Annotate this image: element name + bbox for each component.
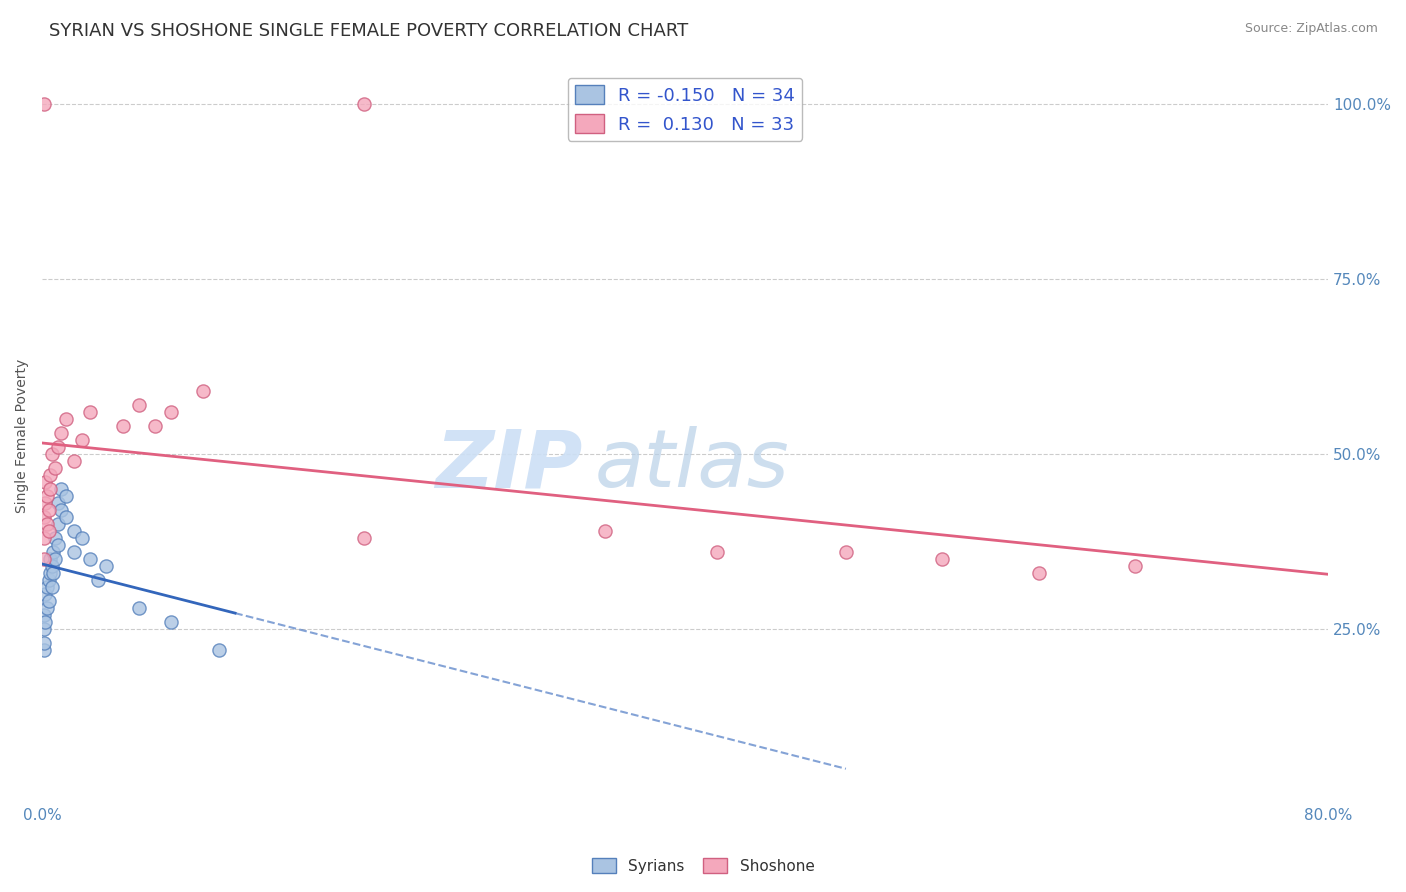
Point [111,418,134,433]
Point [41,580,63,594]
Point [1123,558,1146,573]
Point [51,425,73,440]
Point [63,524,86,538]
Text: ZIP: ZIP [434,426,582,505]
Point [32,509,55,524]
Point [79,404,101,418]
Point [143,418,166,433]
Point [128,600,150,615]
Point [79,551,101,566]
Point [1028,566,1050,580]
Point [191,384,214,398]
Y-axis label: Single Female Poverty: Single Female Poverty [15,359,30,513]
Point [593,524,616,538]
Text: SYRIAN VS SHOSHONE SINGLE FEMALE POVERTY CORRELATION CHART: SYRIAN VS SHOSHONE SINGLE FEMALE POVERTY… [49,22,689,40]
Point [39,551,62,566]
Point [208,642,231,657]
Point [46,538,69,552]
Point [39,482,62,496]
Point [32,607,55,622]
Legend: Syrians, Shoshone: Syrians, Shoshone [585,852,821,880]
Point [51,482,73,496]
Point [41,558,63,573]
Point [42,566,65,580]
Point [159,615,181,629]
Point [55,509,77,524]
Point [44,551,66,566]
Point [353,96,375,111]
Point [55,411,77,425]
Point [353,531,375,545]
Point [32,622,55,636]
Legend: R = -0.150   N = 34, R =  0.130   N = 33: R = -0.150 N = 34, R = 0.130 N = 33 [568,78,803,141]
Point [35,580,58,594]
Point [72,433,94,447]
Point [39,467,62,482]
Point [706,544,728,558]
Point [32,96,55,111]
Point [34,615,56,629]
Point [44,460,66,475]
Point [835,544,858,558]
Point [41,446,63,460]
Point [42,544,65,558]
Point [38,593,60,607]
Point [38,502,60,516]
Point [51,502,73,516]
Point [35,489,58,503]
Point [32,635,55,649]
Text: atlas: atlas [595,426,790,505]
Point [72,531,94,545]
Point [46,440,69,454]
Point [38,524,60,538]
Point [46,516,69,531]
Point [96,558,118,573]
Point [159,404,181,418]
Point [34,495,56,509]
Point [32,531,55,545]
Point [55,489,77,503]
Point [32,642,55,657]
Point [35,516,58,531]
Point [46,495,69,509]
Point [39,566,62,580]
Text: Source: ZipAtlas.com: Source: ZipAtlas.com [1244,22,1378,36]
Point [128,398,150,412]
Point [32,551,55,566]
Point [44,531,66,545]
Point [35,600,58,615]
Point [931,551,953,566]
Point [34,475,56,489]
Point [87,573,110,587]
Point [34,586,56,600]
Point [38,573,60,587]
Point [63,544,86,558]
Point [63,453,86,467]
